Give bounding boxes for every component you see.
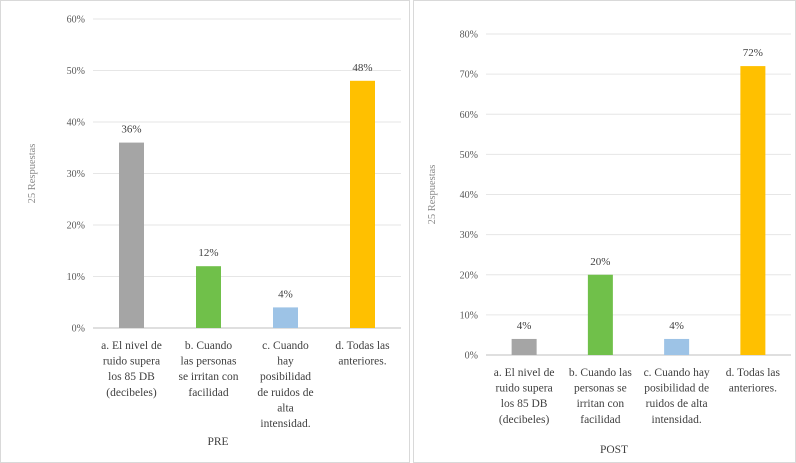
data-label: 12% (198, 247, 218, 259)
category-label: b. Cuando las personas se irritan con facil… (569, 367, 632, 426)
x-axis-title: POST (600, 444, 628, 456)
y-tick-label: 50% (67, 66, 85, 77)
data-label: 72% (743, 47, 763, 59)
y-tick-label: 40% (460, 190, 478, 201)
data-label: 4% (517, 320, 532, 332)
y-tick-label: 50% (460, 150, 478, 161)
data-label: 36% (121, 124, 141, 136)
y-tick-label: 10% (67, 272, 85, 283)
y-tick-label: 80% (460, 30, 478, 41)
y-tick-label: 40% (67, 118, 85, 129)
data-label: 4% (278, 288, 293, 300)
chart-panel-post: 0% 10% 20% 30% 40% 50% 60% 70% 80% 25 Respuestas 4… (413, 0, 796, 463)
y-tick-label: 0% (465, 351, 478, 362)
y-tick-label: 20% (460, 270, 478, 281)
y-tick-label: 70% (460, 70, 478, 81)
x-axis-title: PRE (207, 436, 228, 448)
chart-pre: 0% 10% 20% 30% 40% 50% 60% 25 Respuestas 36% a. E… (27, 15, 401, 448)
category-label: a. El nivel de ruido supera los 85 DB (deci… (101, 340, 162, 399)
bar (273, 307, 298, 328)
category-label: c. Cuando hay posibilidad de ruidos de alt… (644, 367, 710, 426)
category-label: a. El nivel de ruido supera los 85 DB (deci… (494, 367, 555, 426)
bar (664, 338, 690, 355)
bar (740, 66, 766, 355)
y-axis-title: 25 Respuestas (427, 165, 438, 225)
category-label: b. Cuando las personas se irritan con facil… (178, 340, 238, 399)
y-tick-label: 60% (67, 15, 85, 26)
y-tick-label: 30% (460, 230, 478, 241)
bar (119, 142, 144, 328)
y-tick-label: 0% (72, 324, 85, 335)
bar (587, 274, 613, 355)
category-label: d. Todas las anteriores. (335, 340, 390, 368)
y-tick-label: 60% (460, 110, 478, 121)
y-axis-title: 25 Respuestas (27, 144, 38, 204)
data-label: 48% (352, 62, 372, 74)
data-label: 20% (590, 256, 610, 268)
chart-panel-pre: 0% 10% 20% 30% 40% 50% 60% 25 Respuestas 36% a. E… (0, 0, 410, 463)
category-label: d. Todas las anteriores. (726, 367, 781, 395)
data-label: 4% (669, 320, 684, 332)
y-tick-label: 30% (67, 169, 85, 180)
category-label: c. Cuando hay posibilidad de ruidos de alta i… (257, 340, 313, 430)
chart-post: 0% 10% 20% 30% 40% 50% 60% 70% 80% 25 Respuestas 4… (427, 30, 791, 456)
bar (196, 266, 221, 328)
bar (511, 338, 537, 355)
y-tick-label: 20% (67, 221, 85, 232)
y-tick-label: 10% (460, 310, 478, 321)
bar (350, 80, 375, 328)
